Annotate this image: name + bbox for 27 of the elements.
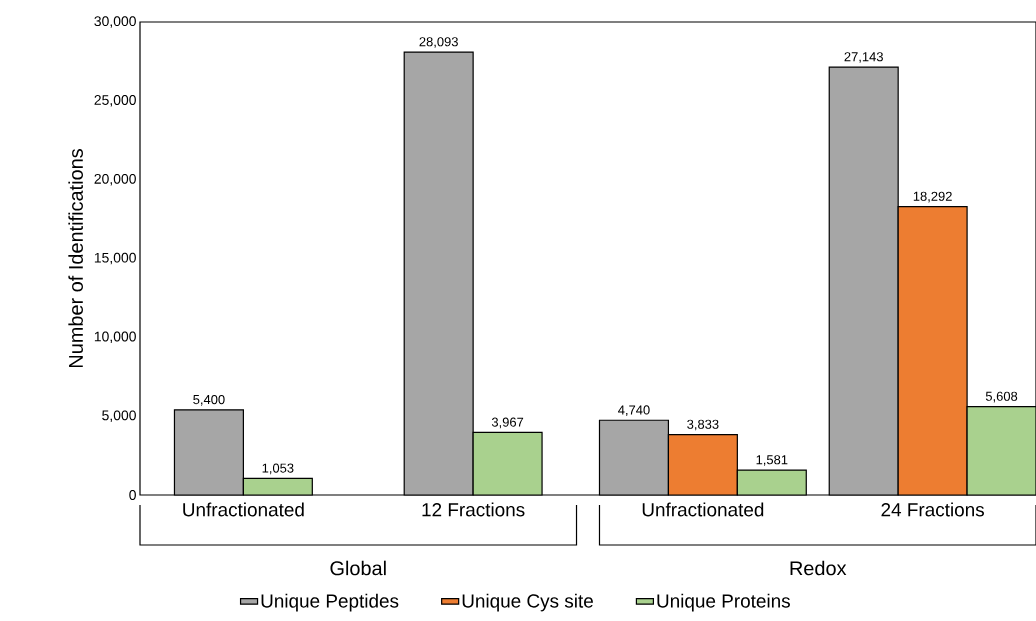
data-label: 1,053 [262,463,294,475]
y-tick-label: 0 [129,490,136,500]
x-tick-label: Unfractionated [642,502,764,517]
legend-label: Unique Proteins [657,593,790,612]
data-label: 18,292 [913,191,952,203]
x-tick-label: 12 Fractions [422,502,525,517]
data-label: 5,400 [193,394,225,406]
legend-label: Unique Cys site [462,593,593,612]
y-tick-label: 30,000 [94,16,136,28]
y-tick-label: 15,000 [94,252,136,265]
x-tick-label: 24 Fractions [881,502,984,517]
text: Redox [790,560,847,576]
data-label: 5,608 [985,391,1018,403]
data-label: 27,143 [844,52,883,63]
data-label: 3,833 [687,419,719,431]
data-label: 1,581 [756,455,788,466]
y-tick-label: 25,000 [94,95,136,107]
data-label: 4,740 [618,405,650,417]
data-label: 3,967 [491,417,524,429]
text: Global [330,560,386,576]
y-tick-label: 20,000 [94,173,136,186]
legend-label: Unique Peptides [261,593,399,612]
x-tick-label: Unfractionated [183,502,304,517]
y-axis-title: Number of Identifications [68,149,83,368]
y-tick-label: 5,000 [102,410,136,422]
y-tick-label: 10,000 [94,331,136,344]
data-label: 28,093 [419,37,458,48]
